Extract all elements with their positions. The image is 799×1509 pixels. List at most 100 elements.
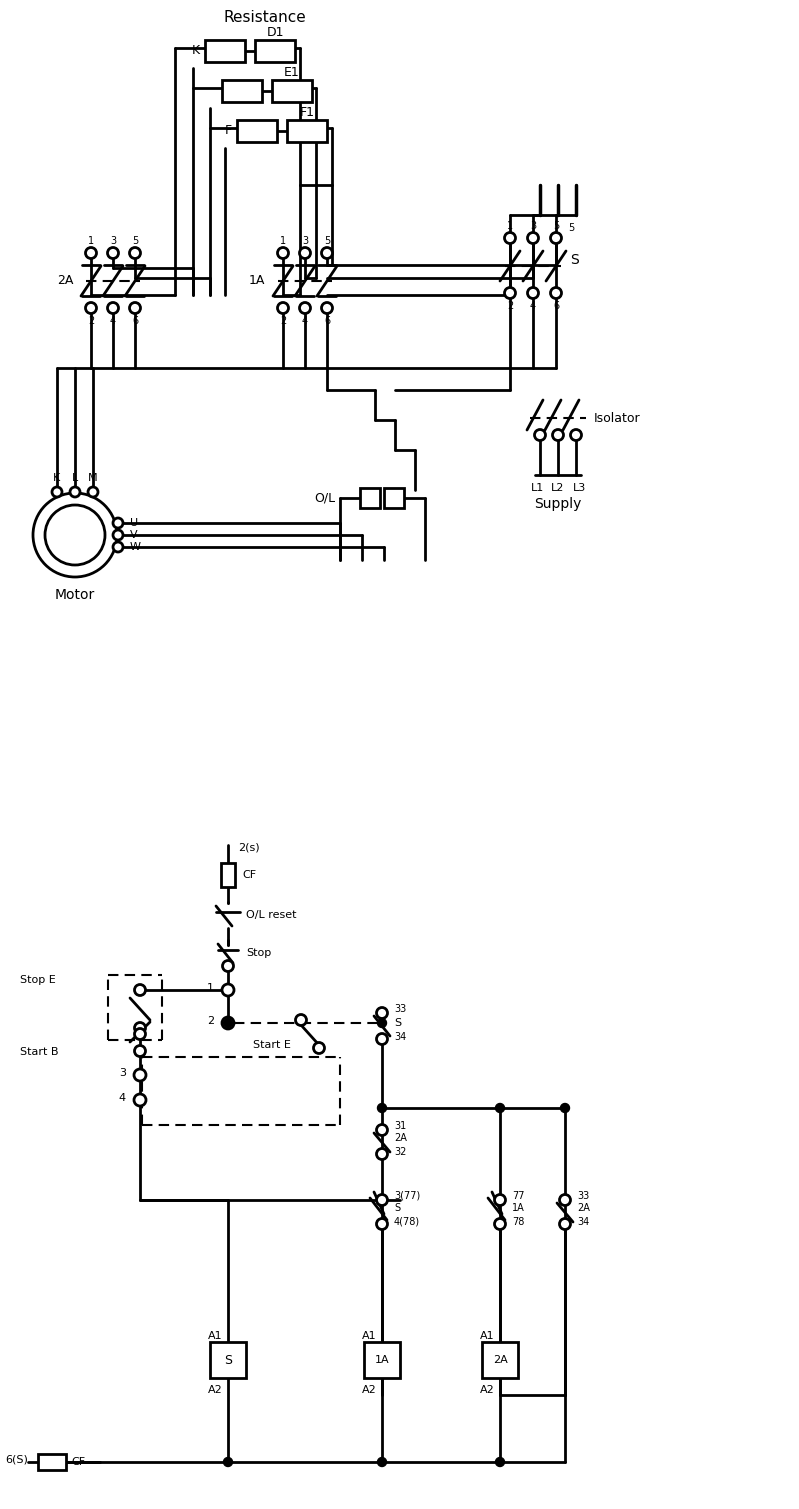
Circle shape xyxy=(277,302,288,314)
Text: 4: 4 xyxy=(530,300,536,311)
Circle shape xyxy=(376,1008,388,1019)
Text: 2: 2 xyxy=(280,315,286,326)
Text: 1: 1 xyxy=(507,220,513,231)
Text: A1: A1 xyxy=(363,1331,377,1342)
Text: E1: E1 xyxy=(284,65,300,78)
Text: A1: A1 xyxy=(209,1331,223,1342)
Circle shape xyxy=(559,1195,570,1206)
Text: 33: 33 xyxy=(577,1191,589,1201)
Text: S: S xyxy=(570,254,578,267)
Circle shape xyxy=(376,1148,388,1159)
Text: 34: 34 xyxy=(577,1216,589,1227)
Text: 6: 6 xyxy=(324,315,330,326)
Text: Isolator: Isolator xyxy=(594,412,641,424)
Text: 5: 5 xyxy=(132,235,138,246)
Text: 2A: 2A xyxy=(394,1133,407,1142)
Text: F: F xyxy=(225,125,232,137)
Circle shape xyxy=(134,1029,145,1040)
Text: W: W xyxy=(130,542,141,552)
Circle shape xyxy=(85,302,97,314)
Circle shape xyxy=(377,1458,387,1467)
Text: 3: 3 xyxy=(530,220,536,231)
Text: D1: D1 xyxy=(266,26,284,39)
Text: 3: 3 xyxy=(302,235,308,246)
Text: 2: 2 xyxy=(507,300,513,311)
Text: 34: 34 xyxy=(394,1032,406,1043)
Text: 4(78): 4(78) xyxy=(394,1216,420,1227)
Text: O/L reset: O/L reset xyxy=(246,910,296,920)
Circle shape xyxy=(277,247,288,258)
Circle shape xyxy=(45,506,105,564)
Text: U: U xyxy=(130,518,138,528)
Text: M: M xyxy=(88,472,97,483)
Text: 1: 1 xyxy=(280,235,286,246)
Text: 1A: 1A xyxy=(512,1203,525,1213)
Text: CF: CF xyxy=(242,871,256,880)
Text: 1: 1 xyxy=(207,982,214,993)
Circle shape xyxy=(527,232,539,243)
Circle shape xyxy=(551,288,562,299)
Bar xyxy=(222,80,262,103)
Text: 1: 1 xyxy=(88,235,94,246)
Text: 3: 3 xyxy=(119,1068,126,1077)
Circle shape xyxy=(134,984,145,996)
Text: Resistance: Resistance xyxy=(224,11,306,26)
Bar xyxy=(255,41,295,62)
Text: 77: 77 xyxy=(512,1191,524,1201)
Text: 4: 4 xyxy=(302,315,308,326)
Text: 33: 33 xyxy=(394,1003,406,1014)
Text: 5: 5 xyxy=(553,220,559,231)
Text: S: S xyxy=(394,1019,401,1028)
Circle shape xyxy=(88,487,98,496)
Circle shape xyxy=(551,232,562,243)
Bar xyxy=(384,487,404,509)
Circle shape xyxy=(552,430,563,441)
Circle shape xyxy=(134,1068,146,1080)
Circle shape xyxy=(561,1103,570,1112)
Text: 6: 6 xyxy=(553,300,559,311)
Text: A2: A2 xyxy=(209,1385,223,1394)
Bar xyxy=(205,41,245,62)
Circle shape xyxy=(535,430,546,441)
Circle shape xyxy=(300,302,311,314)
Circle shape xyxy=(504,232,515,243)
Bar xyxy=(210,1342,246,1378)
Circle shape xyxy=(300,247,311,258)
Circle shape xyxy=(504,288,515,299)
Text: 6(S): 6(S) xyxy=(5,1455,28,1465)
Text: 2A: 2A xyxy=(57,275,73,288)
Text: 31: 31 xyxy=(394,1121,406,1132)
Text: 5: 5 xyxy=(324,235,330,246)
Circle shape xyxy=(108,302,118,314)
Text: Start E: Start E xyxy=(253,1040,291,1050)
Text: 2: 2 xyxy=(207,1016,214,1026)
Text: K: K xyxy=(54,472,61,483)
Text: 1A: 1A xyxy=(375,1355,389,1366)
Text: 6: 6 xyxy=(132,315,138,326)
Bar xyxy=(237,121,277,142)
Circle shape xyxy=(85,247,97,258)
Bar xyxy=(482,1342,518,1378)
Text: K: K xyxy=(192,44,200,57)
Circle shape xyxy=(527,288,539,299)
Text: 2A: 2A xyxy=(493,1355,507,1366)
Bar xyxy=(287,121,327,142)
Circle shape xyxy=(376,1218,388,1230)
Circle shape xyxy=(224,1019,233,1028)
Circle shape xyxy=(377,1103,387,1112)
Circle shape xyxy=(376,1195,388,1206)
Text: V: V xyxy=(130,530,137,540)
Text: 2(s): 2(s) xyxy=(238,844,260,853)
Circle shape xyxy=(495,1458,504,1467)
Circle shape xyxy=(134,1046,145,1056)
Text: 3(77): 3(77) xyxy=(394,1191,420,1201)
Text: 1A: 1A xyxy=(248,275,265,288)
Text: 78: 78 xyxy=(512,1216,524,1227)
Circle shape xyxy=(113,530,123,540)
Circle shape xyxy=(559,1218,570,1230)
Circle shape xyxy=(495,1218,506,1230)
Circle shape xyxy=(113,518,123,528)
Circle shape xyxy=(296,1014,307,1026)
Circle shape xyxy=(376,1034,388,1044)
Text: 2A: 2A xyxy=(577,1203,590,1213)
